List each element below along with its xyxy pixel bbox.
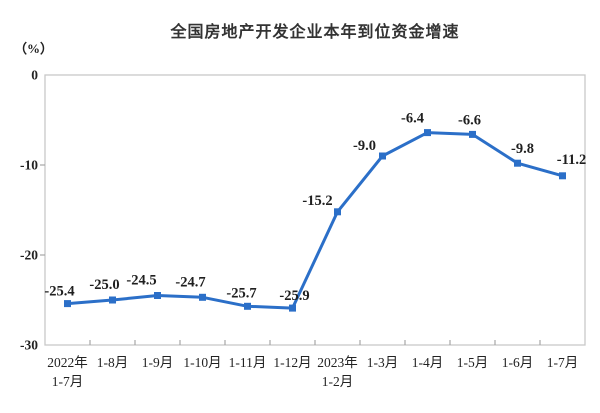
- data-point-marker: [379, 152, 386, 160]
- x-axis-label: 1-7月: [52, 374, 84, 389]
- x-axis-label: 1-12月: [273, 355, 311, 370]
- chart-title: 全国房地产开发企业本年到位资金增速: [170, 24, 460, 41]
- x-axis-label: 1-11月: [229, 355, 267, 370]
- y-axis-label: -10: [20, 158, 38, 173]
- data-point-marker: [154, 292, 161, 299]
- data-point-label: -25.9: [279, 288, 309, 304]
- x-axis-label: 1-2月: [322, 374, 354, 389]
- plot-area-border: [44, 74, 586, 346]
- data-point-label: -9.0: [353, 138, 376, 154]
- x-axis-label: 1-10月: [183, 355, 221, 370]
- data-point-label: -6.6: [458, 112, 481, 128]
- data-point-label: -6.4: [401, 111, 424, 127]
- x-axis-label: 1-4月: [412, 355, 444, 370]
- data-point-label: -25.4: [44, 284, 74, 300]
- x-axis-label: 1-7月: [547, 355, 579, 370]
- data-point-label: -25.7: [226, 285, 256, 301]
- data-point-marker: [514, 159, 521, 167]
- data-point-label: -9.8: [511, 141, 534, 157]
- data-point-marker: [244, 302, 251, 310]
- y-axis-label: -20: [20, 248, 38, 263]
- data-point-marker: [469, 130, 476, 138]
- data-point-label: -24.5: [126, 273, 156, 289]
- line-series: [66, 131, 564, 310]
- x-axis-label: 1-8月: [97, 355, 129, 370]
- y-axis-label: 0: [31, 68, 38, 83]
- x-axis-label: 1-9月: [142, 355, 174, 370]
- data-point-label: -24.7: [175, 274, 205, 290]
- data-point-marker: [64, 300, 71, 308]
- x-axis-label: 1-3月: [367, 355, 399, 370]
- data-point-marker: [109, 296, 116, 304]
- y-axis-unit-label: （%）: [14, 41, 54, 56]
- y-axis-label: -30: [20, 338, 38, 353]
- data-point-marker: [424, 129, 431, 137]
- data-point-marker: [289, 304, 296, 312]
- data-point-label: -11.2: [557, 152, 586, 168]
- data-point-marker: [334, 208, 341, 216]
- x-axis-label: 2023年: [317, 355, 358, 370]
- x-axis-label: 1-5月: [457, 355, 489, 370]
- x-axis-label: 1-6月: [502, 355, 534, 370]
- x-axis-label: 2022年: [47, 355, 88, 370]
- data-point-label: -15.2: [302, 193, 332, 209]
- data-point-marker: [199, 293, 206, 301]
- data-point-marker: [559, 172, 566, 180]
- data-point-label: -25.0: [89, 277, 119, 293]
